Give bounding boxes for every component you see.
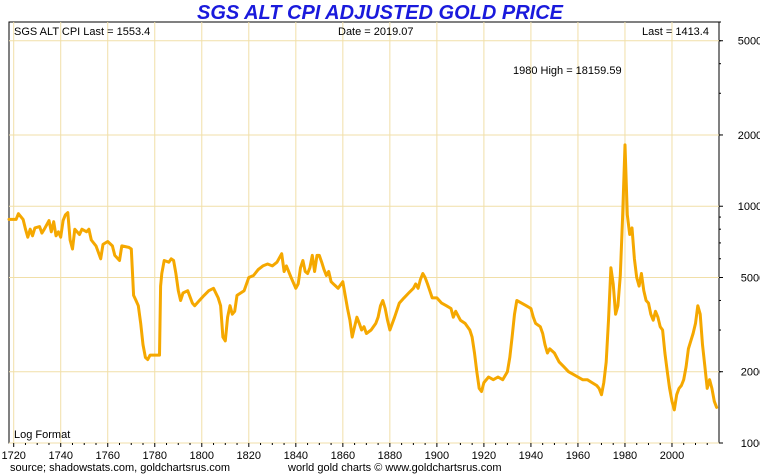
- x-tick-label: 1980: [613, 450, 637, 462]
- header-date-label: Date = 2019.07: [338, 26, 414, 38]
- x-tick-label: 1800: [190, 450, 214, 462]
- axis-ticks: [13, 21, 723, 447]
- x-axis-labels: 1720 1740 1760 1780 1800 1820 1840 1860 1880 1900…: [1, 450, 684, 462]
- header-left-label: SGS ALT CPI Last = 1553.4: [14, 26, 150, 38]
- chart-title: SGS ALT CPI ADJUSTED GOLD PRICE: [197, 2, 563, 24]
- y-tick-label: 2000: [741, 367, 760, 379]
- source-center-label: world gold charts © www.goldchartsrus.co…: [287, 462, 502, 474]
- high-annotation: 1980 High = 18159.59: [513, 65, 622, 77]
- plot-frame: [8, 21, 720, 444]
- x-tick-label: 1720: [1, 450, 25, 462]
- y-axis-labels: 1000 2000 5000 10000 20000 50000: [738, 36, 760, 450]
- x-tick-label: 2000: [660, 450, 684, 462]
- x-tick-label: 1860: [331, 450, 355, 462]
- x-tick-label: 1760: [95, 450, 119, 462]
- grid: [9, 22, 719, 444]
- x-tick-label: 1780: [143, 450, 167, 462]
- y-tick-label: 1000: [741, 438, 760, 450]
- gold-price-line: [7, 143, 719, 412]
- x-tick-label: 1740: [48, 450, 72, 462]
- x-tick-label: 1920: [472, 450, 496, 462]
- y-tick-label: 20000: [738, 130, 760, 142]
- y-tick-label: 50000: [738, 36, 760, 48]
- x-tick-label: 1940: [519, 450, 543, 462]
- y-tick-label: 5000: [741, 273, 760, 285]
- x-tick-label: 1820: [237, 450, 261, 462]
- x-tick-label: 1900: [425, 450, 449, 462]
- header-last-label: Last = 1413.4: [642, 26, 709, 38]
- x-tick-label: 1880: [378, 450, 402, 462]
- y-tick-label: 10000: [738, 201, 760, 213]
- log-format-label: Log Format: [14, 429, 70, 441]
- x-tick-label: 1840: [284, 450, 308, 462]
- source-left-label: source; shadowstats.com, goldchartsrus.c…: [10, 462, 230, 474]
- x-tick-label: 1960: [566, 450, 590, 462]
